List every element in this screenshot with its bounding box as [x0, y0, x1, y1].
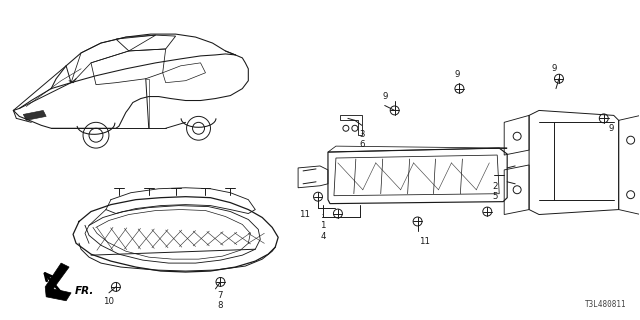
Polygon shape	[45, 263, 71, 301]
Text: 2
5: 2 5	[493, 182, 498, 201]
Text: 1
4: 1 4	[320, 221, 326, 241]
Text: 9: 9	[608, 124, 613, 133]
Text: 9: 9	[551, 64, 557, 73]
Text: 7
8: 7 8	[218, 291, 223, 310]
Text: 11: 11	[419, 237, 430, 246]
Text: 11: 11	[299, 210, 310, 219]
Text: 3
6: 3 6	[359, 130, 365, 149]
Text: FR.: FR.	[75, 286, 95, 296]
Polygon shape	[23, 110, 46, 120]
Text: 9: 9	[454, 70, 460, 79]
Text: 9: 9	[382, 92, 387, 100]
Text: T3L480811: T3L480811	[585, 300, 627, 309]
Text: 10: 10	[104, 297, 115, 306]
